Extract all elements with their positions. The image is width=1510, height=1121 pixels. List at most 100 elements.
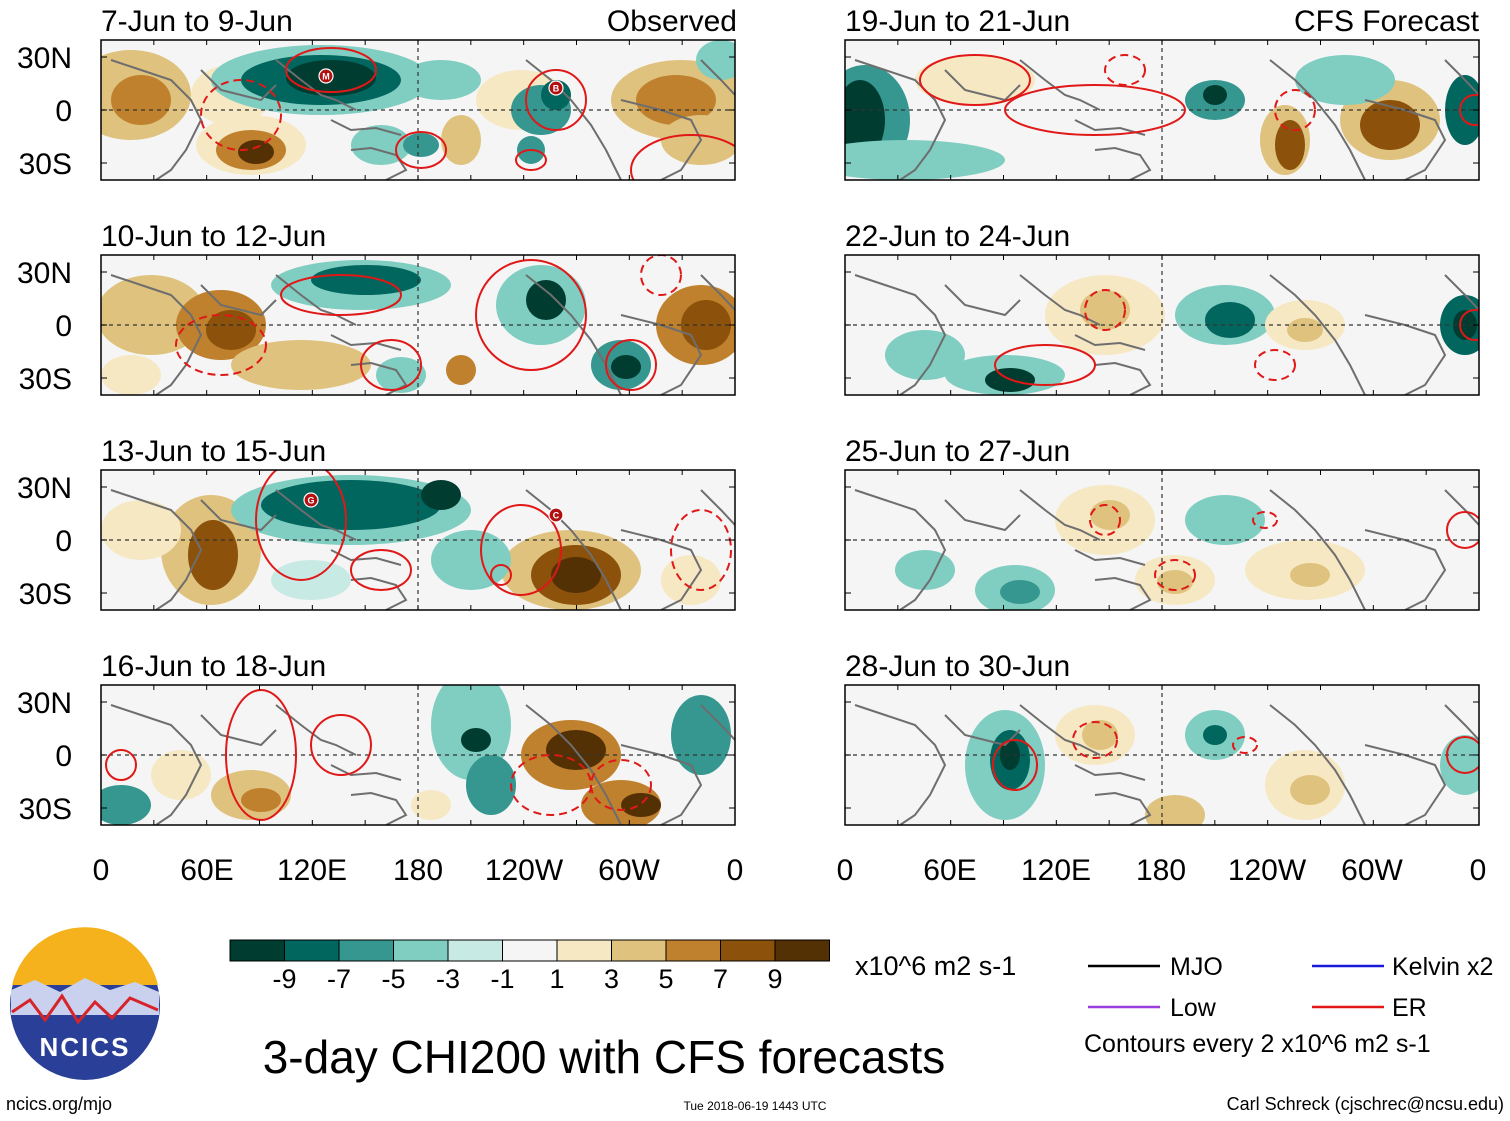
coastline: [1094, 361, 1152, 395]
coastline: [944, 284, 1021, 317]
anomaly-region: [188, 520, 238, 590]
anomaly-region: [446, 355, 476, 385]
anomaly-region: [101, 785, 151, 825]
lon-axis-left: 0 60E 120E 180 120W 60W 0: [93, 854, 744, 887]
er-contour: [475, 259, 587, 371]
storm-marker-label: M: [322, 72, 330, 82]
panel-field: MB: [101, 40, 735, 180]
panel-title: 22-Jun to 24-Jun: [845, 220, 1070, 253]
coastline: [1019, 704, 1101, 756]
anomaly-region: [551, 557, 601, 593]
coastline: [275, 274, 357, 326]
coastline: [1364, 744, 1447, 825]
colorbar-segment: [556, 939, 612, 962]
coastline: [350, 791, 408, 825]
anomaly-region: [845, 80, 885, 160]
colorbar-tick-label: 3: [604, 964, 619, 994]
ncics-logo: NCICS: [10, 927, 160, 1080]
panel-title: 10-Jun to 12-Jun: [101, 220, 326, 253]
colorbar-segment: [393, 939, 449, 962]
coastline: [1074, 549, 1146, 566]
anomaly-region: [271, 560, 351, 600]
anomaly-region: [403, 133, 439, 157]
anomaly-region: [1000, 580, 1040, 604]
lat-tick-label: 0: [55, 740, 72, 773]
colorbar-segment: [720, 939, 776, 962]
anomaly-region: [845, 140, 1005, 180]
lon-tick-label: 60E: [923, 854, 976, 887]
logo-ridge: [11, 978, 159, 1015]
coastline: [200, 69, 277, 102]
lon-tick-label: 0: [93, 854, 110, 887]
anomaly-region: [611, 355, 641, 379]
anomaly-region: [1295, 55, 1395, 105]
website-url: ncics.org/mjo: [6, 1094, 112, 1114]
panel-field: [101, 255, 735, 395]
lat-tick-label: 30S: [19, 363, 72, 396]
coastline: [1074, 119, 1146, 136]
coastline: [525, 274, 622, 395]
lon-tick-label: 0: [837, 854, 854, 887]
colorbar-units: x10^6 m2 s-1: [855, 951, 1016, 981]
panel-field: [845, 40, 1479, 180]
lat-tick-label: 30S: [19, 793, 72, 826]
er-contour: [225, 689, 297, 821]
coastline: [525, 489, 622, 610]
coastline: [330, 334, 402, 351]
legend-kelvin-label: Kelvin x2: [1392, 953, 1493, 981]
lon-tick-label: 0: [1470, 854, 1487, 887]
er-contour: [200, 79, 282, 151]
colorbar-tick-label: -3: [436, 964, 460, 994]
logo-line: [11, 993, 159, 1025]
er-contour: [1459, 309, 1479, 341]
coastline: [620, 744, 703, 825]
anomaly-region: [466, 755, 516, 815]
coastline: [944, 69, 1021, 102]
colorbar-segment: [774, 939, 830, 962]
er-contour: [919, 54, 1031, 106]
credit: Carl Schreck (cjschrec@ncsu.edu): [1227, 1094, 1504, 1114]
storm-marker-label: G: [307, 496, 314, 506]
panel-title: 7-Jun to 9-Jun: [101, 5, 293, 38]
coastline: [110, 704, 203, 825]
er-contour: [175, 314, 267, 376]
coastline: [1444, 274, 1479, 311]
observed-header: Observed: [607, 5, 737, 38]
coastline: [200, 499, 277, 532]
anomaly-region: [311, 265, 421, 295]
er-contour: [1089, 504, 1121, 536]
anomaly-region: [1185, 495, 1265, 545]
coastline: [330, 764, 402, 781]
colorbar-tick-label: -7: [327, 964, 351, 994]
anomaly-region: [636, 75, 716, 125]
lon-tick-label: 120E: [1021, 854, 1091, 887]
lat-tick-label: 30N: [17, 687, 72, 720]
colorbar-tick-label: 9: [767, 964, 782, 994]
coastline: [700, 489, 735, 526]
er-contour: [1254, 349, 1296, 381]
coastline: [1094, 146, 1152, 180]
coastline: [1019, 489, 1101, 541]
map-panel-forecast-2: [844, 254, 1480, 396]
er-contour: [994, 344, 1096, 386]
map-panel-forecast-4: [844, 684, 1480, 826]
lon-tick-label: 180: [1136, 854, 1186, 887]
coastline: [1444, 489, 1479, 526]
anomaly-region: [621, 793, 661, 817]
anomaly-region: [1203, 725, 1227, 745]
anomaly-region: [351, 125, 411, 165]
logo-text: NCICS: [40, 1032, 131, 1062]
coastline: [275, 704, 357, 756]
er-contour: [350, 549, 412, 591]
legend-low-label: Low: [1170, 994, 1217, 1022]
coastline: [1444, 704, 1479, 741]
anomaly-region: [661, 555, 721, 605]
er-contour: [1446, 511, 1479, 549]
coastline: [854, 274, 947, 395]
anomaly-region: [1445, 490, 1479, 530]
coastline: [700, 704, 735, 741]
coastline: [1074, 764, 1146, 781]
er-contour: [590, 759, 652, 811]
lon-axis-right: 0 60E 120E 180 120W 60W 0: [837, 854, 1487, 887]
